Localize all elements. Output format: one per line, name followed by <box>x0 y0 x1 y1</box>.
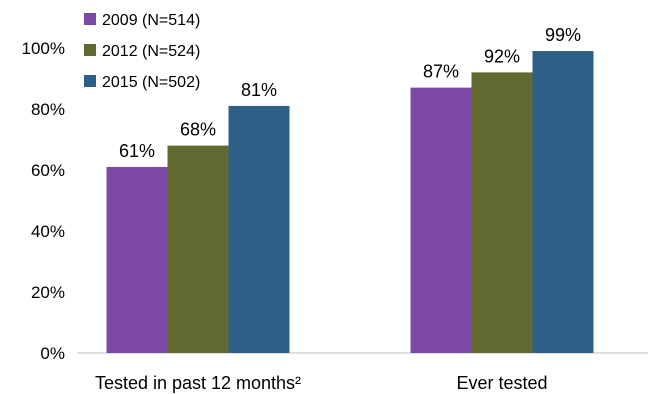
bar-value-label: 68% <box>180 120 216 140</box>
y-tick-label: 40% <box>31 222 65 241</box>
y-tick-label: 100% <box>22 39 65 58</box>
legend-label: 2015 (N=502) <box>102 74 200 91</box>
legend-label: 2012 (N=524) <box>102 43 200 60</box>
bar-value-label: 87% <box>423 62 459 82</box>
bar-value-label: 99% <box>545 25 581 45</box>
legend-swatch <box>84 44 96 56</box>
x-category-label: Tested in past 12 months² <box>95 373 301 393</box>
bar-value-label: 81% <box>241 80 277 100</box>
y-tick-label: 20% <box>31 283 65 302</box>
data-labels: 61% 87% 68% 92% 81% 99% <box>119 25 581 161</box>
bar <box>228 105 290 353</box>
bar <box>471 72 533 354</box>
legend-label: 2009 (N=514) <box>102 12 200 29</box>
x-category-label: Ever tested <box>456 373 547 393</box>
bars <box>106 51 594 354</box>
legend-swatch <box>84 75 96 87</box>
y-tick-label: 80% <box>31 100 65 119</box>
bar-value-label: 92% <box>484 46 520 66</box>
bar <box>532 51 594 354</box>
bar <box>167 145 229 353</box>
bar-value-label: 61% <box>119 141 155 161</box>
legend: 2009 (N=514) 2012 (N=524) 2015 (N=502) <box>84 12 200 91</box>
y-tick-label: 60% <box>31 161 65 180</box>
bar <box>106 166 168 353</box>
bar <box>410 87 472 354</box>
y-tick-label: 0% <box>40 344 65 363</box>
legend-swatch <box>84 13 96 25</box>
